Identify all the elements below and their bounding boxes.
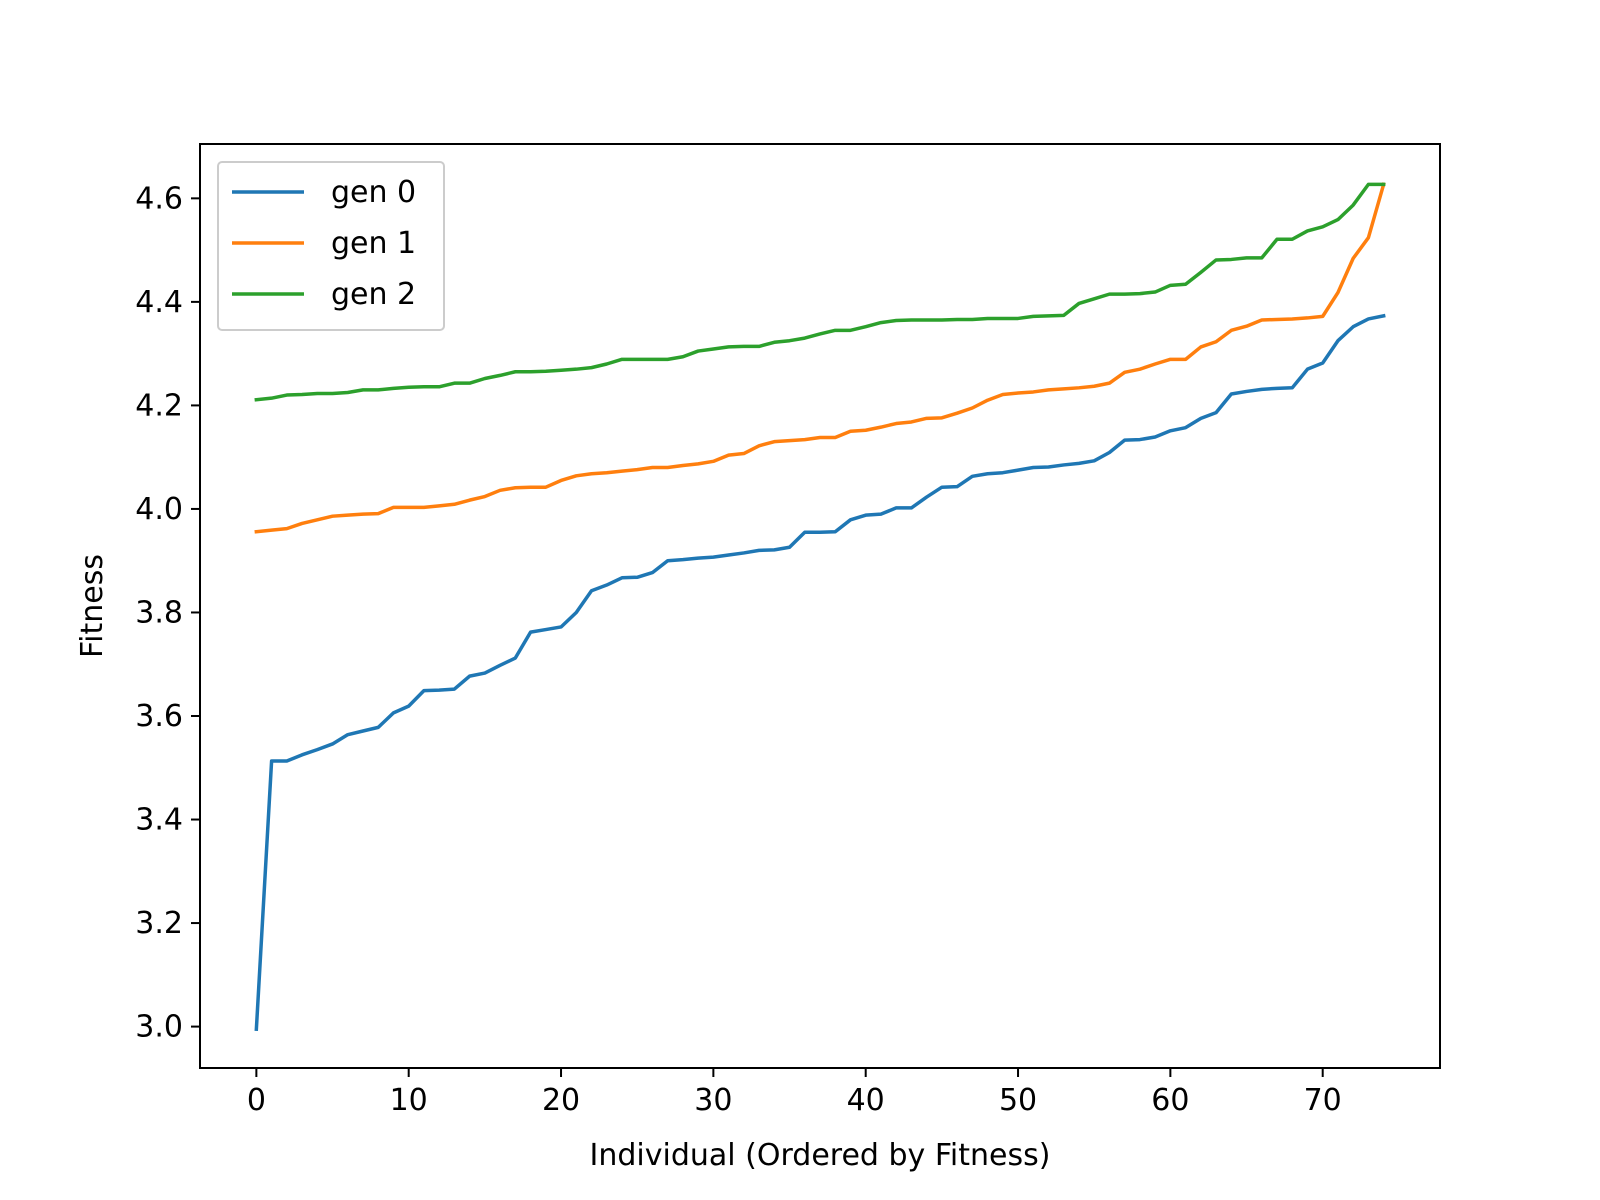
x-axis-ticks: 0 10 20 30 40 50 60 70 xyxy=(247,1068,1342,1118)
y-axis-ticks: 3.0 3.2 3.4 3.6 3.8 4.0 4.2 4.4 4.6 xyxy=(135,181,200,1045)
x-tick-label: 0 xyxy=(247,1083,266,1118)
x-tick-label: 40 xyxy=(847,1083,885,1118)
x-tick-label: 50 xyxy=(999,1083,1037,1118)
y-tick-label: 4.0 xyxy=(135,492,183,527)
x-axis-label: Individual (Ordered by Fitness) xyxy=(590,1138,1051,1173)
y-tick-label: 3.4 xyxy=(135,803,183,838)
legend-box xyxy=(217,161,445,331)
plot-lines xyxy=(254,182,1386,1032)
x-tick-label: 30 xyxy=(694,1083,732,1118)
x-tick-label: 20 xyxy=(542,1083,580,1118)
x-tick-label: 70 xyxy=(1304,1083,1342,1118)
y-tick-label: 3.6 xyxy=(135,699,183,734)
series-line-gen-0 xyxy=(254,313,1386,1032)
y-tick-label: 3.8 xyxy=(135,595,183,630)
x-tick-label: 60 xyxy=(1151,1083,1189,1118)
legend-label-gen-2: gen 2 xyxy=(331,277,416,312)
y-tick-label: 4.2 xyxy=(135,388,183,423)
axes-frame xyxy=(199,143,1441,1069)
legend-label-gen-1: gen 1 xyxy=(331,226,416,261)
y-axis-label: Fitness xyxy=(75,554,110,658)
x-tick-label: 10 xyxy=(390,1083,428,1118)
y-tick-label: 3.0 xyxy=(135,1010,183,1045)
y-tick-label: 4.6 xyxy=(135,181,183,216)
y-tick-label: 3.2 xyxy=(135,906,183,941)
series-line-gen-1 xyxy=(254,182,1386,534)
y-tick-label: 4.4 xyxy=(135,285,183,320)
legend: gen 0 gen 1 gen 2 xyxy=(217,161,445,331)
legend-label-gen-0: gen 0 xyxy=(331,175,416,210)
series-line-gen-2 xyxy=(254,182,1386,402)
